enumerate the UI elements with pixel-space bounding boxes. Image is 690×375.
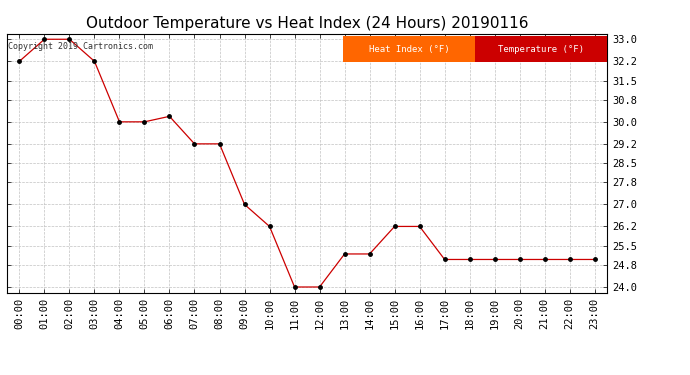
Text: Copyright 2019 Cartronics.com: Copyright 2019 Cartronics.com bbox=[8, 42, 153, 51]
Text: Heat Index (°F): Heat Index (°F) bbox=[368, 45, 449, 54]
FancyBboxPatch shape bbox=[475, 36, 607, 62]
Text: Temperature (°F): Temperature (°F) bbox=[498, 45, 584, 54]
FancyBboxPatch shape bbox=[343, 36, 475, 62]
Title: Outdoor Temperature vs Heat Index (24 Hours) 20190116: Outdoor Temperature vs Heat Index (24 Ho… bbox=[86, 16, 529, 31]
